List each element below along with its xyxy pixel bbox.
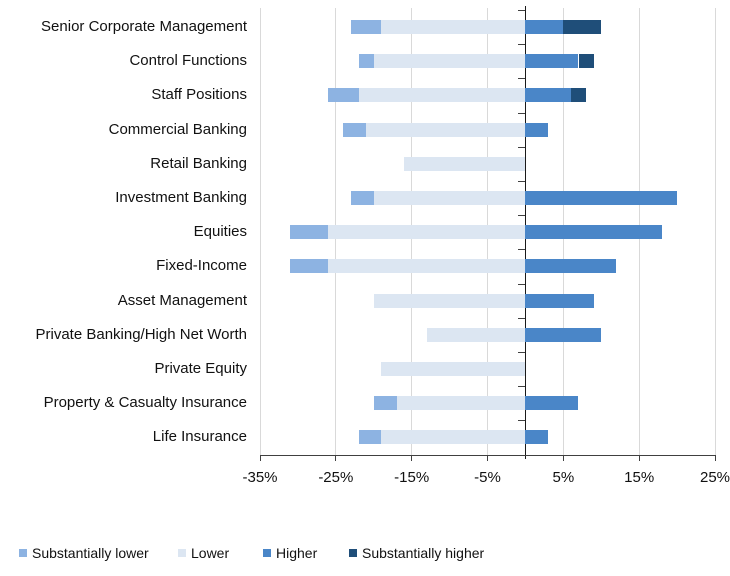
bar-segment-substantially-lower [358, 54, 374, 69]
x-axis-tick [487, 455, 488, 461]
x-axis-tick-label: 15% [624, 468, 655, 486]
category-label: Investment Banking [115, 189, 247, 207]
bar-segment-substantially-lower [373, 396, 397, 411]
category-axis-tick [518, 283, 526, 285]
bar-segment-substantially-lower [328, 88, 359, 103]
bar-segment-higher [525, 430, 549, 445]
bar-segment-lower [373, 191, 526, 206]
bar-segment-substantially-lower [351, 191, 374, 206]
bar-segment-substantially-lower [358, 430, 382, 445]
category-label: Senior Corporate Management [41, 18, 247, 36]
x-axis-tick [335, 455, 337, 461]
category-axis-tick [518, 215, 526, 217]
legend-label: Substantially higher [362, 545, 485, 561]
bar-segment-lower [396, 396, 526, 411]
category-axis-tick [518, 180, 526, 182]
bar-segment-lower [328, 259, 526, 274]
category-label: Private Equity [154, 360, 247, 378]
bar-segment-substantially-lower [290, 225, 329, 240]
bar-segment-substantially-lower [351, 20, 382, 35]
x-axis-tick [638, 455, 640, 461]
bar-segment-higher [525, 327, 602, 342]
category-axis-tick [518, 10, 526, 11]
x-axis-tick-label: -15% [394, 468, 430, 486]
bar-segment-higher [525, 54, 579, 69]
category-label: Commercial Banking [108, 120, 247, 138]
bar-segment-lower [373, 293, 526, 308]
x-axis-tick-label: -5% [474, 468, 501, 486]
x-axis-tick-label: 25% [699, 468, 730, 486]
bar-segment-higher [525, 20, 564, 35]
gridline [714, 8, 716, 455]
bar-segment-lower [366, 122, 526, 137]
bar-segment-lower [328, 225, 526, 240]
bar-segment-higher [525, 122, 549, 137]
legend-item: Higher [263, 546, 317, 560]
category-axis-tick [518, 351, 526, 353]
category-label: Staff Positions [151, 86, 247, 104]
gridline [259, 8, 261, 455]
bar-segment-substantially-higher [570, 88, 587, 103]
category-axis-tick [518, 146, 526, 148]
category-axis-tick [518, 44, 526, 46]
legend-item: Substantially higher [349, 546, 484, 560]
category-axis-tick [518, 78, 526, 80]
legend-swatch-icon [19, 549, 27, 557]
x-axis-tick-label: -35% [242, 468, 278, 486]
bar-segment-lower [381, 362, 526, 377]
x-axis-tick [714, 455, 716, 461]
x-axis-line [259, 454, 716, 456]
bar-segment-higher [525, 293, 594, 308]
legend-item: Substantially lower [19, 546, 149, 560]
x-axis-tick [562, 455, 564, 461]
category-axis-tick [518, 386, 526, 388]
bar-segment-lower [373, 54, 526, 69]
legend-swatch-icon [263, 549, 271, 557]
legend-swatch-icon [178, 549, 186, 557]
bar-segment-higher [525, 225, 662, 240]
bar-segment-lower [426, 327, 526, 342]
bar-segment-higher [525, 396, 579, 411]
category-label: Equities [193, 223, 247, 241]
category-axis-tick [518, 317, 526, 319]
bar-segment-lower [358, 88, 526, 103]
bar-segment-substantially-lower [290, 259, 329, 274]
bar-segment-higher [525, 191, 678, 206]
legend-label: Lower [191, 545, 230, 561]
legend-swatch-icon [349, 549, 357, 557]
category-axis-tick [518, 112, 526, 114]
bar-segment-lower [381, 20, 526, 35]
category-label: Property & Casualty Insurance [43, 394, 247, 412]
bar-segment-lower [404, 156, 526, 171]
category-label: Asset Management [117, 291, 247, 309]
category-axis-tick [518, 420, 526, 422]
category-label: Control Functions [129, 52, 247, 70]
category-label: Private Banking/High Net Worth [35, 325, 248, 343]
x-axis-tick [259, 455, 261, 461]
bar-segment-substantially-higher [578, 54, 594, 69]
bar-segment-lower [381, 430, 526, 445]
bar-segment-substantially-higher [563, 20, 602, 35]
bar-segment-substantially-lower [343, 122, 367, 137]
legend-item: Lower [178, 546, 229, 560]
category-label: Fixed-Income [156, 257, 247, 275]
legend-label: Higher [276, 545, 318, 561]
bar-segment-higher [525, 259, 617, 274]
x-axis-tick-label: -25% [318, 468, 354, 486]
x-axis-tick [411, 455, 413, 461]
category-axis-tick [518, 249, 526, 251]
legend-label: Substantially lower [32, 545, 149, 561]
bar-segment-higher [525, 88, 571, 103]
category-label: Life Insurance [152, 428, 247, 446]
x-axis-tick-label: 5% [552, 468, 575, 486]
category-label: Retail Banking [150, 154, 247, 172]
